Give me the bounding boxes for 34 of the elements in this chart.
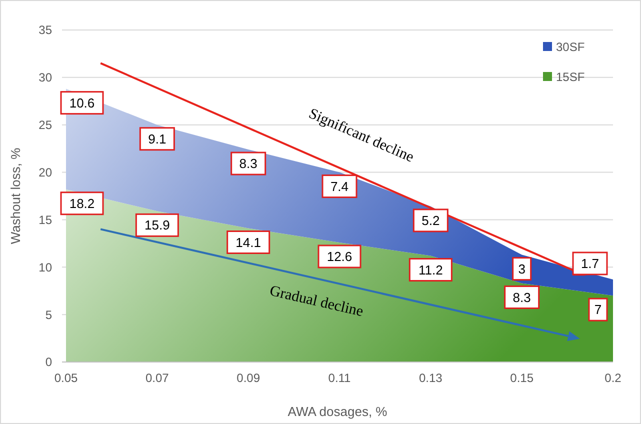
legend-label: 15SF <box>556 70 585 84</box>
y-tick-label: 25 <box>38 118 52 132</box>
data-label: 18.2 <box>69 196 95 211</box>
data-label: 7.4 <box>330 178 349 194</box>
data-label: 3 <box>518 261 526 276</box>
data-label: 5.2 <box>422 212 440 228</box>
data-label: 8.3 <box>512 290 531 305</box>
x-axis-title: AWA dosages, % <box>288 404 388 419</box>
data-label: 12.6 <box>326 249 352 264</box>
y-tick-label: 0 <box>45 355 52 370</box>
data-label: 10.6 <box>69 95 95 110</box>
data-label: 11.2 <box>418 262 443 278</box>
y-tick-label: 10 <box>38 260 52 274</box>
x-tick-label: 0.13 <box>418 371 443 385</box>
x-tick-label: 0.05 <box>54 371 78 385</box>
x-tick-label: 0.15 <box>510 371 534 385</box>
annotation: Gradual decline <box>268 283 365 320</box>
y-tick-label: 20 <box>38 165 52 180</box>
x-tick-label: 0.11 <box>328 371 352 385</box>
data-label: 9.1 <box>148 131 166 146</box>
y-axis-title: Washout loss, % <box>8 147 23 244</box>
x-tick-label: 0.09 <box>236 371 260 385</box>
data-label: 1.7 <box>580 256 600 272</box>
y-tick-label: 35 <box>38 23 52 38</box>
data-label: 14.1 <box>236 234 261 250</box>
x-tick-label: 0.2 <box>604 371 622 385</box>
y-tick-label: 5 <box>45 308 52 322</box>
y-tick-label: 30 <box>38 70 52 85</box>
data-label: 8.3 <box>239 156 258 172</box>
data-label: 7 <box>594 302 602 318</box>
y-tick-label: 15 <box>38 212 52 227</box>
x-tick-label: 0.07 <box>145 371 170 385</box>
legend-label: 30SF <box>556 40 585 54</box>
data-label: 15.9 <box>144 218 170 233</box>
